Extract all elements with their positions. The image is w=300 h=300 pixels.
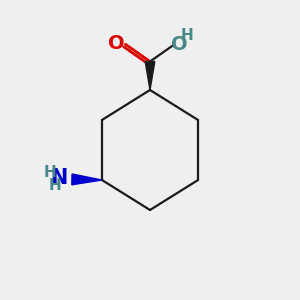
Text: H: H: [49, 178, 62, 193]
Polygon shape: [145, 61, 155, 90]
Polygon shape: [72, 174, 102, 185]
Text: N: N: [50, 168, 67, 188]
Text: O: O: [108, 34, 125, 53]
Text: H: H: [44, 165, 56, 180]
Text: H: H: [180, 28, 193, 43]
Text: O: O: [171, 35, 188, 54]
